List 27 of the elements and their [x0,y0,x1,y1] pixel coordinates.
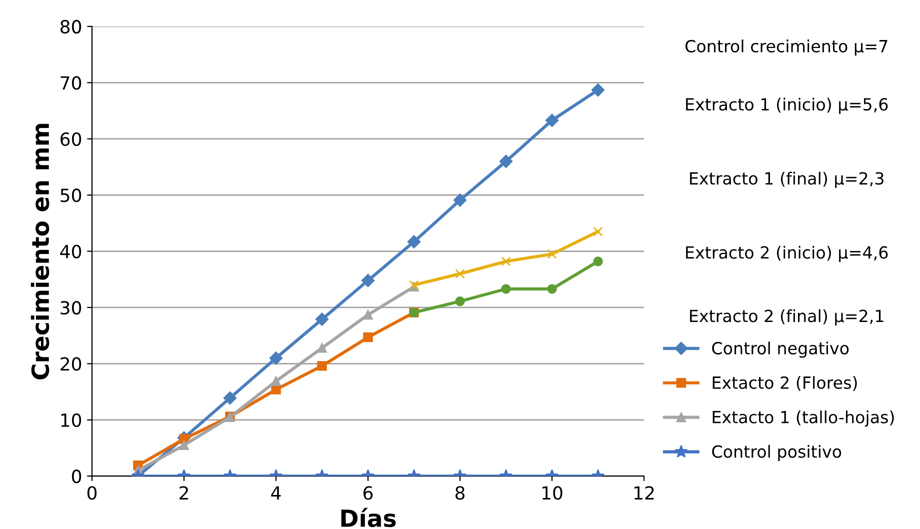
x-tick-label: 8 [455,486,465,500]
y-tick-label: 40 [60,244,82,258]
y-tick-label: 80 [60,20,82,34]
y-tick-label: 60 [60,132,82,146]
x-tick-label: 4 [271,486,281,500]
x-axis-title: Días [341,508,396,528]
x-tick-label: 6 [364,486,373,500]
y-tick-label: 30 [60,300,82,315]
y-tick-label: 10 [61,413,82,428]
y-tick-label: 50 [60,188,82,202]
text: Control crecimiento µ=7 [685,40,888,56]
legend-label: Control positivo [712,444,842,462]
text: Extracto 2 (final) µ=2,1 [690,309,884,326]
x-tick-label: 0 [87,486,97,500]
y-tick-label: 70 [60,76,82,90]
legend-label: Extacto 2 (Flores) [712,376,857,391]
y-axis-title: Crecimiento en mm [30,124,50,380]
y-tick-label: 20 [60,357,82,371]
x-tick-label: 10 [542,486,562,500]
x-tick-label: 2 [180,486,188,500]
text: Extracto 1 (inicio) µ=5,6 [686,98,888,114]
text: Extracto 1 (final) µ=2,3 [690,172,884,188]
x-tick-label: 12 [634,486,654,500]
text: Extracto 2 (inicio) µ=4,6 [686,246,888,262]
legend-label: Control negativo [712,342,849,358]
legend-label: Extacto 1 (tallo-hojas) [712,410,894,427]
y-tick-label: 0 [72,470,82,484]
